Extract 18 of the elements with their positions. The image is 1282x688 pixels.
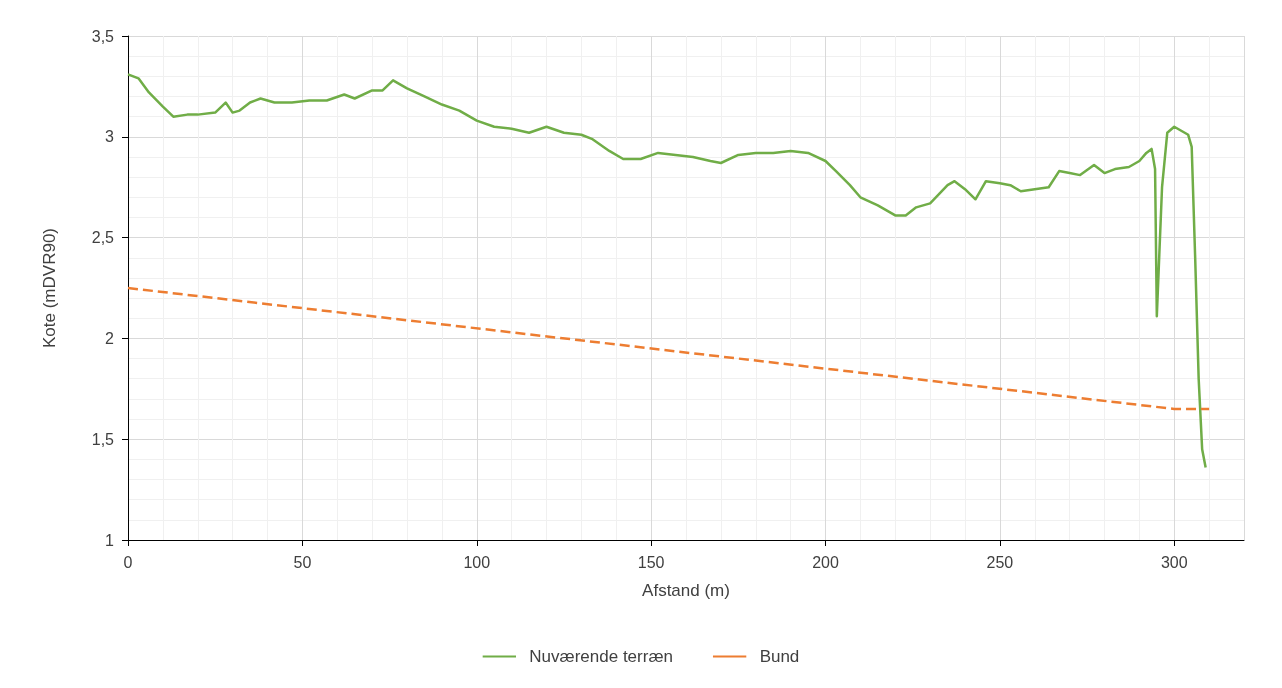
line-series — [126, 73, 1207, 469]
y-tick-label: 3 — [105, 128, 115, 146]
y-tick-label: 1 — [105, 531, 115, 549]
legend-label: Nuværende terræn — [529, 647, 673, 666]
x-tick-label: 100 — [463, 553, 491, 571]
x-tick-label: 250 — [986, 553, 1014, 571]
x-tick-label: 0 — [123, 553, 133, 571]
x-tick-label: 50 — [293, 553, 312, 571]
y-tick-label: 3,5 — [91, 27, 115, 45]
legend-label: Bund — [759, 647, 800, 666]
x-tick-label: 200 — [812, 553, 839, 571]
y-tick-label: 2 — [105, 329, 115, 347]
x-axis-title: Afstand (m) — [642, 581, 730, 600]
y-tick-label: 2,5 — [91, 229, 115, 247]
y-axis-title: Kote (mDVR90) — [40, 228, 59, 348]
x-tick-label: 300 — [1160, 553, 1188, 571]
x-tick-label: 150 — [637, 553, 665, 571]
y-tick-label: 1,5 — [91, 430, 115, 448]
